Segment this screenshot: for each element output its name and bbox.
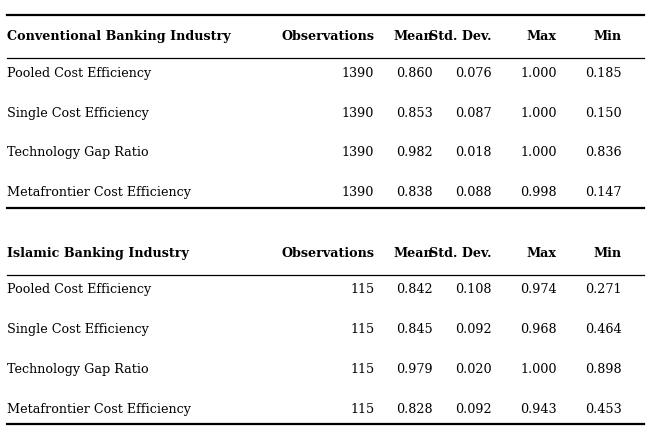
Text: 0.828: 0.828	[396, 403, 433, 416]
Text: Observations: Observations	[281, 247, 374, 260]
Text: 0.088: 0.088	[455, 186, 492, 199]
Text: Max: Max	[527, 247, 557, 260]
Text: 1.000: 1.000	[520, 67, 557, 80]
Text: 0.018: 0.018	[455, 146, 492, 159]
Text: Std. Dev.: Std. Dev.	[429, 30, 492, 43]
Text: 0.108: 0.108	[455, 283, 492, 296]
Text: 1390: 1390	[342, 67, 374, 80]
Text: Technology Gap Ratio: Technology Gap Ratio	[7, 363, 148, 376]
Text: 1.000: 1.000	[520, 146, 557, 159]
Text: 1390: 1390	[342, 186, 374, 199]
Text: 0.453: 0.453	[585, 403, 622, 416]
Text: 0.860: 0.860	[396, 67, 433, 80]
Text: Metafrontier Cost Efficiency: Metafrontier Cost Efficiency	[7, 186, 191, 199]
Text: 115: 115	[350, 403, 374, 416]
Text: 1.000: 1.000	[520, 363, 557, 376]
Text: 115: 115	[350, 363, 374, 376]
Text: Min: Min	[594, 247, 622, 260]
Text: Islamic Banking Industry: Islamic Banking Industry	[7, 247, 188, 260]
Text: 1.000: 1.000	[520, 107, 557, 120]
Text: 0.845: 0.845	[396, 323, 433, 336]
Text: Min: Min	[594, 30, 622, 43]
Text: Mean: Mean	[393, 30, 433, 43]
Text: Pooled Cost Efficiency: Pooled Cost Efficiency	[7, 283, 151, 296]
Text: 115: 115	[350, 323, 374, 336]
Text: Technology Gap Ratio: Technology Gap Ratio	[7, 146, 148, 159]
Text: Pooled Cost Efficiency: Pooled Cost Efficiency	[7, 67, 151, 80]
Text: Observations: Observations	[281, 30, 374, 43]
Text: 0.842: 0.842	[396, 283, 433, 296]
Text: 0.271: 0.271	[585, 283, 622, 296]
Text: Metafrontier Cost Efficiency: Metafrontier Cost Efficiency	[7, 403, 191, 416]
Text: 0.147: 0.147	[585, 186, 622, 199]
Text: 0.974: 0.974	[520, 283, 557, 296]
Text: 0.943: 0.943	[520, 403, 557, 416]
Text: 0.020: 0.020	[455, 363, 492, 376]
Text: 1390: 1390	[342, 146, 374, 159]
Text: Std. Dev.: Std. Dev.	[429, 247, 492, 260]
Text: 0.185: 0.185	[585, 67, 622, 80]
Text: 0.853: 0.853	[396, 107, 433, 120]
Text: 0.898: 0.898	[585, 363, 622, 376]
Text: 0.968: 0.968	[520, 323, 557, 336]
Text: 0.092: 0.092	[455, 323, 492, 336]
Text: Conventional Banking Industry: Conventional Banking Industry	[7, 30, 230, 43]
Text: 0.150: 0.150	[585, 107, 622, 120]
Text: 0.076: 0.076	[455, 67, 492, 80]
Text: 0.838: 0.838	[396, 186, 433, 199]
Text: Mean: Mean	[393, 247, 433, 260]
Text: 0.836: 0.836	[585, 146, 622, 159]
Text: 0.092: 0.092	[455, 403, 492, 416]
Text: 0.979: 0.979	[396, 363, 433, 376]
Text: Single Cost Efficiency: Single Cost Efficiency	[7, 323, 148, 336]
Text: 0.464: 0.464	[585, 323, 622, 336]
Text: Single Cost Efficiency: Single Cost Efficiency	[7, 107, 148, 120]
Text: Max: Max	[527, 30, 557, 43]
Text: 0.998: 0.998	[520, 186, 557, 199]
Text: 115: 115	[350, 283, 374, 296]
Text: 0.087: 0.087	[455, 107, 492, 120]
Text: 1390: 1390	[342, 107, 374, 120]
Text: 0.982: 0.982	[396, 146, 433, 159]
